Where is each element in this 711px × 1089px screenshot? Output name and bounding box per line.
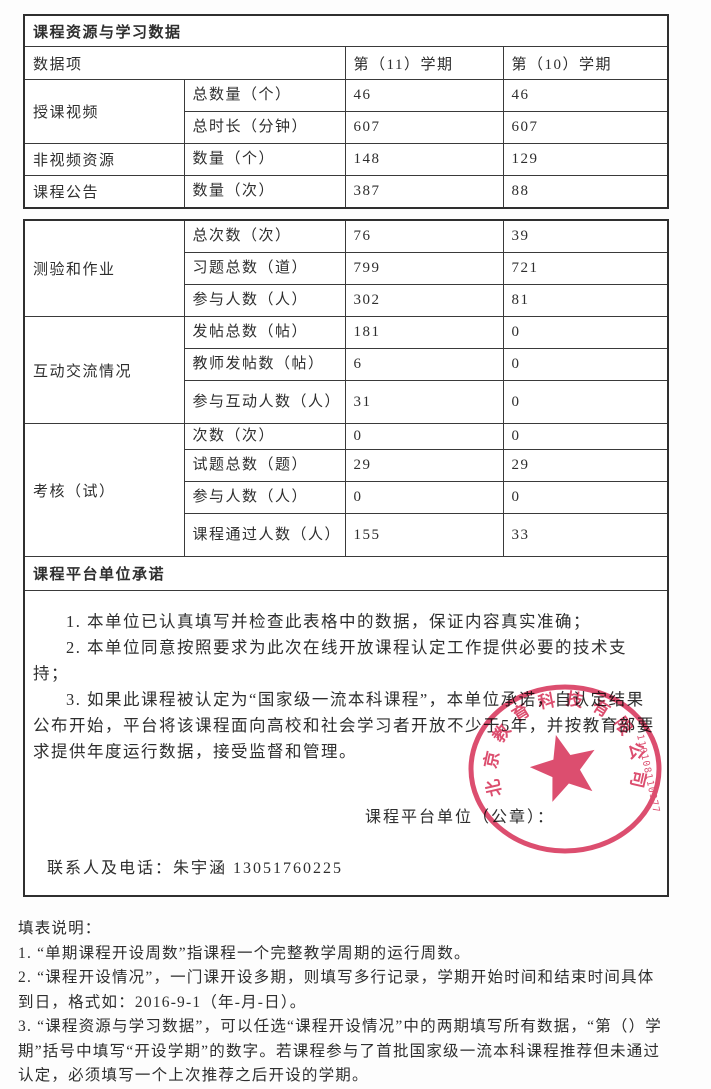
commitment-paragraph-1: 1. 本单位已认真填写并检查此表格中的数据，保证内容真实准确；: [66, 611, 591, 631]
metric-label: 发帖总数（帖）: [183, 316, 346, 349]
category-teaching-videos: 授课视频: [23, 79, 185, 144]
category-assessment: 考核（试）: [23, 423, 185, 557]
value-sem11: 181: [344, 316, 504, 349]
value-sem11: 31: [344, 380, 504, 424]
table-title: 课程资源与学习数据: [23, 14, 669, 47]
value-sem11: 46: [344, 79, 504, 112]
value-sem10: 39: [502, 219, 669, 253]
value-sem10: 0: [502, 481, 669, 514]
category-course-announcements: 课程公告: [23, 175, 185, 209]
value-sem10: 33: [502, 513, 669, 557]
value-sem10: 721: [502, 252, 669, 285]
commitment-paragraph-2: 2. 本单位同意按照要求为此次在线开放课程认定工作提供必要的技术支持；: [33, 637, 627, 683]
scanned-form-page: 课程资源与学习数据 数据项 第（11）学期 第（10）学期 授课视频 总数量（个…: [0, 14, 711, 1084]
course-data-table-top: 课程资源与学习数据 数据项 第（11）学期 第（10）学期 授课视频 总数量（个…: [23, 14, 670, 209]
value-sem10: 29: [502, 449, 669, 482]
metric-label: 习题总数（道）: [183, 252, 346, 285]
table-row: 参与人数（人） 0 0: [24, 481, 669, 514]
category-tests-assignments: 测验和作业: [23, 219, 185, 317]
value-sem10: 81: [502, 284, 669, 317]
value-sem11: 302: [344, 284, 504, 317]
metric-label: 试题总数（题）: [183, 449, 346, 482]
value-sem10: 88: [502, 175, 669, 209]
note-item-1: 1. “单期课程开设周数”指课程一个完整教学周期的运行周数。: [18, 944, 471, 962]
category-nonvideo-resources: 非视频资源: [23, 143, 185, 176]
metric-label: 课程通过人数（人）: [183, 513, 346, 557]
value-sem11: 607: [344, 111, 504, 144]
value-sem11: 0: [344, 481, 504, 514]
notes-heading: 填表说明：: [18, 920, 102, 937]
table-row: 互动交流情况 发帖总数（帖） 181 0: [23, 316, 669, 424]
value-sem11: 6: [344, 348, 504, 381]
category-interaction: 互动交流情况: [23, 316, 185, 424]
note-item-3: 3. “课程资源与学习数据”，可以任选“课程开设情况”中的两期填写所有数据，“第…: [18, 1018, 663, 1084]
column-header-semester-10: 第（10）学期: [502, 46, 669, 80]
metric-label: 总数量（个）: [183, 79, 346, 112]
value-sem11: 29: [344, 449, 504, 482]
column-header-data-item: 数据项: [23, 46, 346, 80]
seal-signature-label: 课程平台单位（公章）：: [364, 808, 555, 826]
fill-in-instructions: 填表说明： 1. “单期课程开设周数”指课程一个完整教学周期的运行周数。 2. …: [18, 917, 663, 1089]
commitment-paragraph-3: 3. 如果此课程被认定为“国家级一流本科课程”，本单位承诺，自认定结果公布开始，…: [33, 689, 655, 761]
value-sem10: 607: [502, 111, 669, 144]
value-sem10: 0: [502, 423, 669, 450]
commitment-title: 课程平台单位承诺: [23, 556, 669, 591]
value-sem11: 155: [344, 513, 504, 557]
table-row: 课程通过人数（人） 155 33: [24, 513, 669, 557]
table-row: 总时长（分钟） 607 607: [24, 111, 669, 144]
table-row: 教师发帖数（帖） 6 0: [24, 348, 669, 381]
table-row: 考核（试） 次数（次） 0 0: [23, 423, 669, 557]
contact-phone-line: 联系人及电话：朱宇涵 13051760225: [47, 859, 344, 877]
metric-label: 数量（个）: [183, 143, 346, 176]
table-row: 参与人数（人） 302 81: [24, 284, 669, 317]
metric-label: 总次数（次）: [183, 219, 346, 253]
value-sem11: 799: [344, 252, 504, 285]
value-sem11: 387: [344, 175, 504, 209]
metric-label: 参与人数（人）: [183, 284, 346, 317]
value-sem11: 76: [344, 219, 504, 253]
column-header-semester-11: 第（11）学期: [344, 46, 504, 80]
metric-label: 次数（次）: [183, 423, 346, 450]
value-sem11: 0: [344, 423, 504, 450]
value-sem10: 0: [502, 316, 669, 349]
value-sem10: 0: [502, 348, 669, 381]
metric-label: 教师发帖数（帖）: [183, 348, 346, 381]
table-row: 试题总数（题） 29 29: [24, 449, 669, 482]
value-sem11: 148: [344, 143, 504, 176]
commitment-body: 1. 本单位已认真填写并检查此表格中的数据，保证内容真实准确； 2. 本单位同意…: [23, 590, 669, 897]
metric-label: 参与人数（人）: [183, 481, 346, 514]
table-row: 非视频资源 数量（个） 148 129: [23, 143, 669, 176]
note-item-2: 2. “课程开设情况”，一门课开设多期，则填写多行记录，学期开始时间和结束时间具…: [18, 969, 655, 1011]
metric-label: 参与互动人数（人）: [183, 380, 346, 424]
metric-label: 总时长（分钟）: [183, 111, 346, 144]
table-row: 课程公告 数量（次） 387 88: [23, 175, 669, 209]
value-sem10: 0: [502, 380, 669, 424]
course-data-table-bottom: 测验和作业 总次数（次） 76 39 习题总数（道） 799 721 参与人数（…: [23, 219, 669, 897]
value-sem10: 129: [502, 143, 669, 176]
table-row: 授课视频 总数量（个） 46 46: [23, 79, 669, 144]
value-sem10: 46: [502, 79, 669, 112]
table-row: 习题总数（道） 799 721: [24, 252, 669, 285]
table-row: 测验和作业 总次数（次） 76 39: [23, 219, 669, 317]
metric-label: 数量（次）: [183, 175, 346, 209]
